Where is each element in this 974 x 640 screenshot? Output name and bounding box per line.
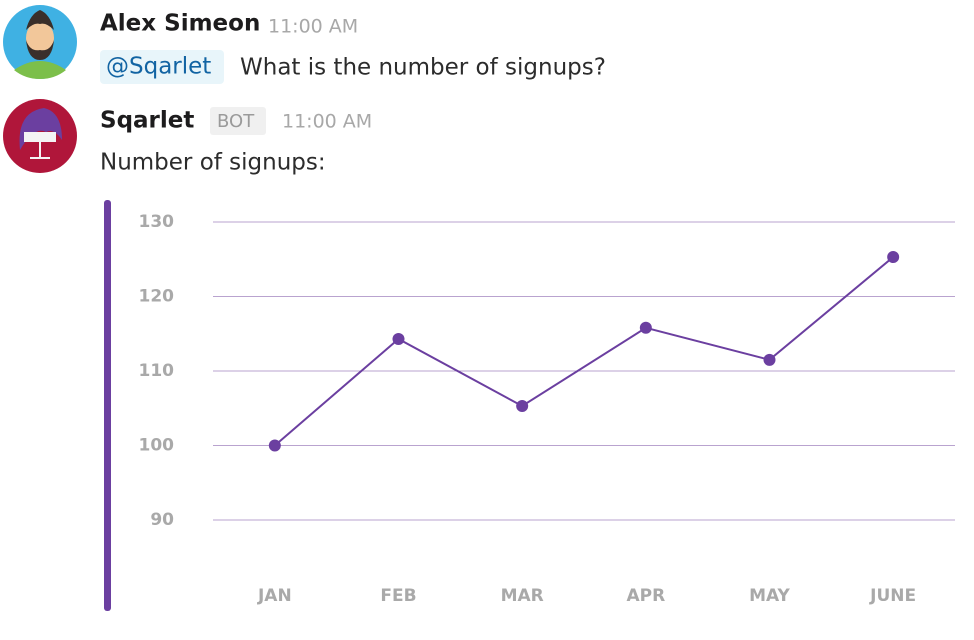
mention-chip — [100, 50, 224, 84]
attachment-bar — [104, 200, 111, 611]
avatar-hat — [19, 108, 62, 150]
data-point — [516, 400, 529, 413]
timestamp[interactable]: 11:00 AM — [282, 111, 372, 133]
x-tick-label: FEB — [380, 586, 416, 606]
avatar-alex[interactable] — [3, 5, 77, 79]
x-tick-label: JUNE — [869, 586, 916, 606]
y-tick-label: 100 — [139, 436, 175, 456]
avatar-face — [26, 21, 54, 55]
y-tick-label: 120 — [139, 287, 175, 307]
x-tick-label: MAR — [501, 586, 544, 606]
author-name[interactable]: Sqarlet — [100, 108, 194, 134]
y-tick-label: 90 — [150, 510, 174, 530]
avatar-beard — [26, 40, 54, 60]
line-chart: 90 100 110 120 130 JAN FEB MAR APR MAY JUNE — [139, 212, 955, 606]
mention[interactable]: @Sqarlet — [106, 54, 211, 80]
message-text: Number of signups: — [100, 150, 326, 176]
bot-badge-text: BOT — [217, 111, 255, 132]
data-point — [268, 439, 281, 452]
avatar-screen — [24, 132, 56, 142]
x-tick-label: JAN — [257, 586, 292, 606]
x-tick-label: MAY — [749, 586, 790, 606]
data-point — [887, 251, 900, 264]
avatar-hair — [26, 10, 54, 30]
x-tick-label: APR — [626, 586, 665, 606]
series-line — [274, 256, 894, 447]
data-point — [763, 353, 776, 366]
author-name[interactable]: Alex Simeon — [100, 11, 260, 37]
data-point — [392, 332, 405, 345]
timestamp[interactable]: 11:00 AM — [268, 16, 358, 38]
avatar-shirt — [14, 61, 66, 79]
data-point — [639, 321, 652, 334]
y-tick-label: 110 — [139, 361, 175, 381]
avatar-sqarlet[interactable] — [3, 99, 77, 173]
y-tick-label: 130 — [139, 212, 175, 232]
message-text: What is the number of signups? — [240, 55, 606, 81]
bot-badge — [210, 107, 266, 135]
